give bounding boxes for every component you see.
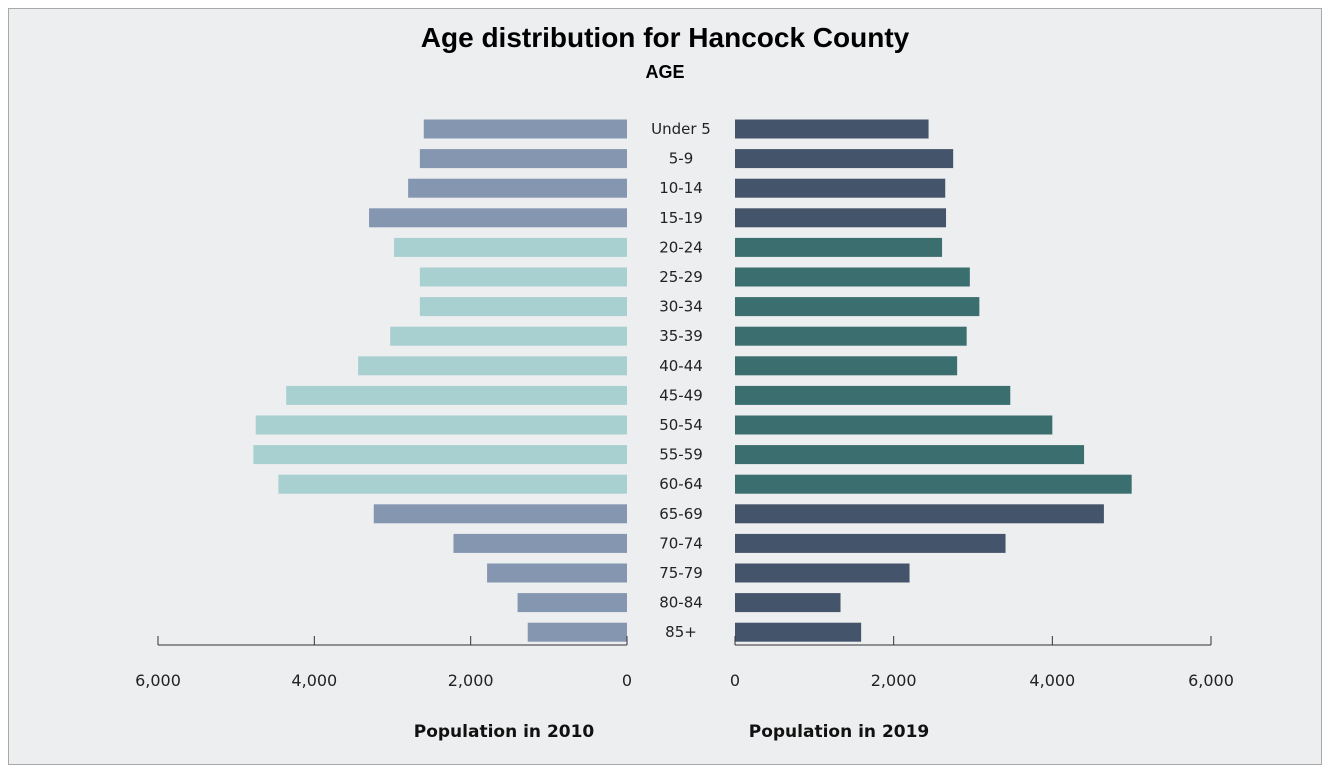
category-label-25-29: 25-29 bbox=[659, 268, 703, 286]
left-tick-label: 6,000 bbox=[135, 671, 181, 690]
left-tick-label: 0 bbox=[622, 671, 632, 690]
category-label-65-69: 65-69 bbox=[659, 505, 703, 523]
left-bars-group bbox=[253, 119, 628, 642]
category-label-5-9: 5-9 bbox=[669, 150, 694, 168]
category-label-15-19: 15-19 bbox=[659, 209, 703, 227]
category-label-75-79: 75-79 bbox=[659, 564, 703, 582]
chart-title: Age distribution for Hancock County bbox=[421, 22, 910, 53]
bar-2010-under-5 bbox=[423, 119, 627, 139]
bar-2010-25-29 bbox=[419, 267, 627, 287]
bar-2019-65-69 bbox=[735, 504, 1104, 524]
bar-2019-10-14 bbox=[735, 178, 946, 198]
bar-2010-10-14 bbox=[408, 178, 627, 198]
category-label-10-14: 10-14 bbox=[659, 179, 703, 197]
category-label-45-49: 45-49 bbox=[659, 386, 703, 404]
bar-2019-30-34 bbox=[735, 297, 980, 317]
right-bars-group bbox=[735, 119, 1132, 642]
bar-2010-40-44 bbox=[358, 356, 627, 376]
bar-2010-80-84 bbox=[517, 593, 627, 613]
category-label-30-34: 30-34 bbox=[659, 298, 703, 316]
bar-2019-60-64 bbox=[735, 474, 1132, 494]
bar-2010-55-59 bbox=[253, 445, 627, 465]
category-label-60-64: 60-64 bbox=[659, 475, 703, 493]
bar-2010-20-24 bbox=[394, 237, 627, 257]
bar-2010-70-74 bbox=[453, 533, 627, 553]
right-x-axis: 0 2,000 4,000 6,000 bbox=[730, 636, 1234, 690]
category-label-80-84: 80-84 bbox=[659, 594, 703, 612]
bar-2019-45-49 bbox=[735, 385, 1011, 405]
right-axis-title: Population in 2019 bbox=[749, 722, 930, 742]
right-tick-label: 6,000 bbox=[1188, 671, 1234, 690]
right-tick-label: 0 bbox=[730, 671, 740, 690]
category-labels-group: Under 5 5-9 10-14 15-19 20-24 25-29 30-34 35-39… bbox=[651, 120, 711, 641]
bar-2010-5-9 bbox=[419, 149, 627, 169]
bar-2019-25-29 bbox=[735, 267, 970, 287]
category-label-50-54: 50-54 bbox=[659, 416, 703, 434]
bar-2010-50-54 bbox=[255, 415, 628, 435]
left-tick-label: 2,000 bbox=[448, 671, 494, 690]
bar-2010-45-49 bbox=[286, 385, 627, 405]
bar-2010-30-34 bbox=[419, 297, 627, 317]
category-label-70-74: 70-74 bbox=[659, 534, 703, 552]
category-label-85: 85+ bbox=[665, 623, 697, 641]
bar-2019-15-19 bbox=[735, 208, 947, 228]
left-tick-label: 4,000 bbox=[291, 671, 337, 690]
bar-2019-75-79 bbox=[735, 563, 910, 583]
category-label-35-39: 35-39 bbox=[659, 327, 703, 345]
bar-2010-65-69 bbox=[373, 504, 627, 524]
bar-2010-15-19 bbox=[369, 208, 627, 228]
category-label-20-24: 20-24 bbox=[659, 238, 703, 256]
bar-2019-70-74 bbox=[735, 533, 1006, 553]
category-label-under-5: Under 5 bbox=[651, 120, 711, 138]
bar-2010-35-39 bbox=[390, 326, 627, 346]
chart-subtitle: AGE bbox=[645, 62, 684, 82]
bar-2019-5-9 bbox=[735, 149, 954, 169]
category-label-55-59: 55-59 bbox=[659, 446, 703, 464]
bar-2019-20-24 bbox=[735, 237, 943, 257]
category-label-40-44: 40-44 bbox=[659, 357, 703, 375]
bar-2010-85 bbox=[527, 622, 627, 642]
bar-2019-55-59 bbox=[735, 445, 1085, 465]
bar-2019-40-44 bbox=[735, 356, 958, 376]
bar-2019-80-84 bbox=[735, 593, 841, 613]
bar-2019-50-54 bbox=[735, 415, 1053, 435]
right-tick-label: 2,000 bbox=[871, 671, 917, 690]
bar-2019-85 bbox=[735, 622, 862, 642]
bar-2019-35-39 bbox=[735, 326, 967, 346]
bar-2010-60-64 bbox=[278, 474, 627, 494]
left-x-axis: 6,000 4,000 2,000 0 bbox=[135, 636, 632, 690]
right-tick-label: 4,000 bbox=[1029, 671, 1075, 690]
left-axis-title: Population in 2010 bbox=[414, 722, 595, 742]
bar-2019-under-5 bbox=[735, 119, 929, 139]
bar-2010-75-79 bbox=[487, 563, 627, 583]
chart-frame bbox=[8, 8, 1322, 765]
